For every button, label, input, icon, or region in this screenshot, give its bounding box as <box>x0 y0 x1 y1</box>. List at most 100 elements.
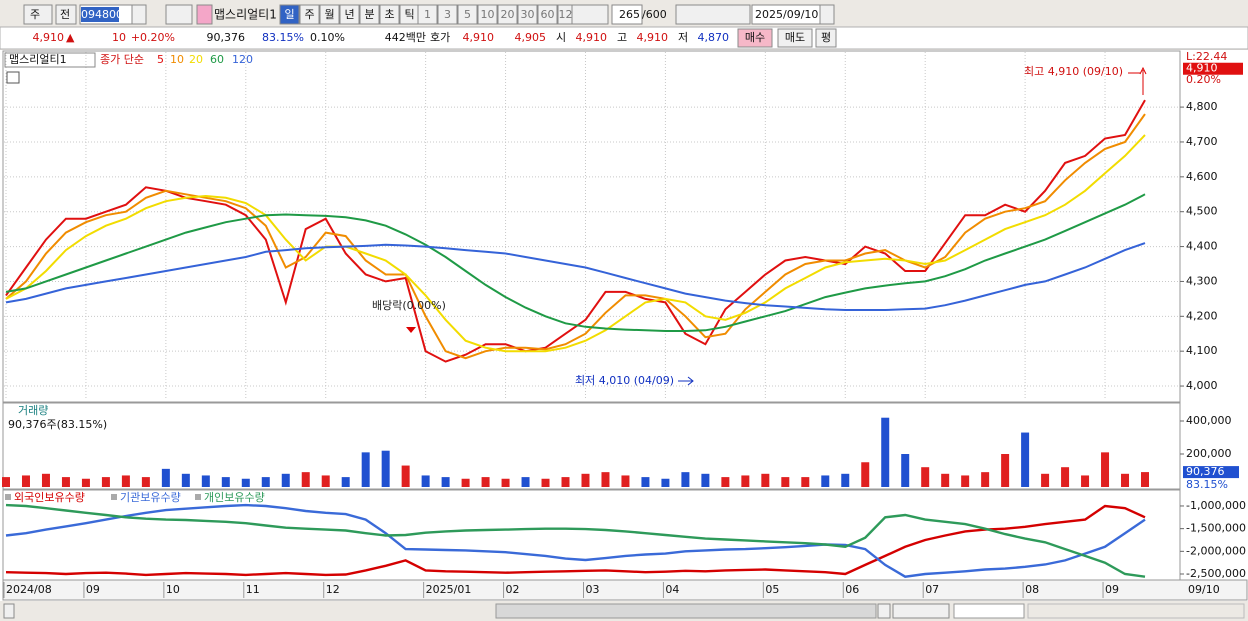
buy-btn[interactable] <box>737 28 773 48</box>
volume-bar <box>341 477 350 487</box>
volume-bar <box>461 478 470 487</box>
buy: 매수 <box>745 31 765 44</box>
type-box[interactable] <box>55 4 77 25</box>
y-tick-label: -1,500,000 <box>1186 522 1246 535</box>
scroll-right[interactable] <box>877 603 891 619</box>
volume-bar <box>1001 454 1010 487</box>
x-axis-bar <box>2 579 1248 601</box>
x-tick-label: 2025/01 <box>426 583 472 596</box>
x-tick-label: 03 <box>585 583 599 596</box>
y-tick-label: -2,500,000 <box>1186 567 1246 580</box>
period-btn[interactable] <box>299 4 320 25</box>
interval-btn[interactable] <box>437 4 458 25</box>
code-dropdown[interactable] <box>131 4 147 25</box>
y-tick-label: 4,400 <box>1186 240 1218 253</box>
legend-item: 60 <box>210 53 224 66</box>
period-label: 월 <box>324 8 334 21</box>
calendar-btn[interactable] <box>819 4 835 25</box>
legend-item: 120 <box>232 53 253 66</box>
interval-btn[interactable] <box>497 4 518 25</box>
volume-bar <box>241 478 250 487</box>
legend-method: 종가 단순 <box>100 53 144 66</box>
y-tick-label: 4,500 <box>1186 205 1218 218</box>
period-btn[interactable] <box>279 4 300 25</box>
price-panel <box>2 50 1181 403</box>
legend-swatch <box>111 494 117 500</box>
y-tick-label: 4,100 <box>1186 344 1218 357</box>
volume-bar <box>81 478 90 487</box>
volume-title: 거래량 <box>18 404 48 417</box>
chart-tools[interactable] <box>675 4 751 25</box>
period-label: 일 <box>284 7 294 21</box>
volume-bar <box>581 473 590 487</box>
x-tick-label: 10 <box>166 583 180 596</box>
x-tick-label: 06 <box>845 583 859 596</box>
last-volume-box <box>1183 466 1239 479</box>
scroll-left[interactable] <box>3 603 15 619</box>
period-btn[interactable] <box>379 4 400 25</box>
market-box[interactable] <box>23 4 53 25</box>
volume-bar <box>861 462 870 487</box>
interval-btn[interactable] <box>517 4 538 25</box>
quote-high: 4,910 <box>637 31 669 44</box>
volume-bar <box>681 472 690 487</box>
quote-low: 4,870 <box>698 31 730 44</box>
quote-arrow: ▲ <box>66 31 75 44</box>
sell: 매도 <box>785 31 805 44</box>
quote-bar <box>0 26 1248 50</box>
quote-low-label: 저 <box>678 31 688 44</box>
x-tick-label: 05 <box>765 583 779 596</box>
zoom-slider[interactable] <box>953 603 1025 619</box>
legend-item: 외국인보유수량 <box>14 491 85 504</box>
y-tick-label: 4,000 <box>1186 379 1218 392</box>
y-tick-label: -1,000,000 <box>1186 499 1246 512</box>
interval-btn[interactable] <box>457 4 478 25</box>
volume-bar <box>21 475 30 487</box>
quote-open-label: 시 <box>556 31 566 44</box>
play-controls[interactable] <box>892 603 950 619</box>
volume-bar <box>981 472 990 487</box>
quote-bid: 4,905 <box>515 31 547 44</box>
volume-bar <box>181 473 190 487</box>
line-series <box>5 503 1146 578</box>
period-btn[interactable] <box>319 4 340 25</box>
avg-btn[interactable] <box>815 28 837 48</box>
high-arrow <box>1139 66 1147 95</box>
quote-turnover: 0.10% <box>310 31 345 44</box>
volume-bar <box>401 465 410 487</box>
interval-btn[interactable] <box>417 4 438 25</box>
market: 주 <box>30 8 40 21</box>
x-tick-label: 2024/08 <box>6 583 52 596</box>
tool-icons[interactable] <box>1027 603 1245 619</box>
settings-icon[interactable] <box>6 71 20 84</box>
sound-btn[interactable] <box>165 4 193 25</box>
interval-dropdown[interactable] <box>571 4 609 25</box>
sell-btn[interactable] <box>777 28 813 48</box>
stock-tag[interactable] <box>196 4 213 25</box>
quote-high-label: 고 <box>617 31 627 44</box>
scroll-thumb[interactable] <box>495 603 877 619</box>
type: 전 <box>60 8 70 21</box>
interval-btn[interactable] <box>477 4 498 25</box>
volume-bar <box>501 478 510 487</box>
count-input[interactable] <box>611 4 643 25</box>
volume-bar <box>1041 473 1050 487</box>
volume-bar <box>881 417 890 487</box>
volume-bar <box>781 477 790 487</box>
line-series <box>5 99 1146 363</box>
volume-bar <box>1061 467 1070 487</box>
volume-bar <box>1021 432 1030 487</box>
legend-item: 5 <box>157 53 164 66</box>
interval-btn[interactable] <box>537 4 558 25</box>
volume-bar <box>821 475 830 487</box>
last-rate: 0.20% <box>1186 73 1221 86</box>
period-btn[interactable] <box>339 4 360 25</box>
quote-change: 10 <box>112 31 126 44</box>
volume-bar <box>1121 473 1130 487</box>
period-label: 초 <box>384 8 394 21</box>
period-btn[interactable] <box>359 4 380 25</box>
volume-bar <box>621 475 630 487</box>
line-series <box>5 242 1146 311</box>
volume-bar <box>41 473 50 487</box>
volume-bar <box>361 452 370 487</box>
